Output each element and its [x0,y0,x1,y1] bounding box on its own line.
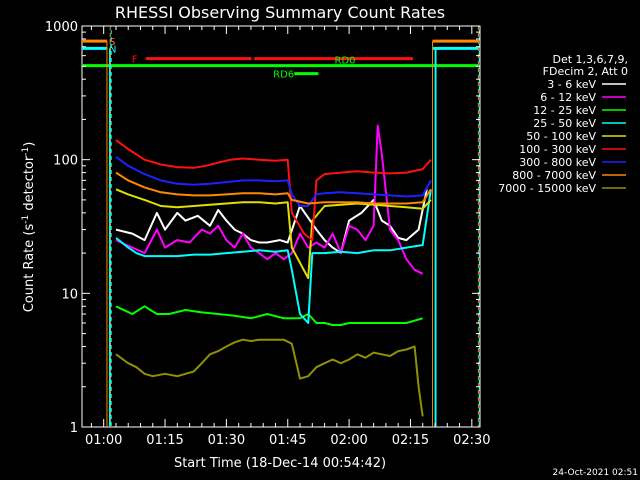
y-axis: 1 10 100 1000 [45,20,480,436]
x-axis-label: Start Time (18-Dec-14 00:54:42) [174,456,386,471]
plot-frame [81,25,481,428]
legend-label-2: 12 - 25 keV [533,104,596,117]
legend-header-0: Det 1,3,6,7,9, [552,53,628,66]
y-tick-label-0: 1 [70,421,78,436]
observing-intervals: SN F RD0 RD6 [82,37,479,81]
y-axis-label-sup2: -1 [21,147,31,156]
legend-label-4: 50 - 100 keV [526,130,596,143]
x-tick-label-4: 02:00 [330,433,367,448]
x-tick-label-6: 02:30 [453,433,490,448]
interval-label-rd6: RD6 [273,70,294,81]
x-tick-label-3: 01:45 [269,433,306,448]
interval-label-f: F [132,55,138,66]
night-boundaries [106,26,480,427]
series-line-1 [115,124,424,275]
x-axis: 01:00 01:15 01:30 01:45 02:00 02:15 02:30 [85,26,491,448]
series-line-5 [115,139,432,242]
legend-header-1: FDecim 2, Att 0 [543,65,628,78]
legend-label-3: 25 - 50 keV [533,117,596,130]
y-axis-label-part3: ) [22,142,37,147]
legend-label-1: 6 - 12 keV [540,91,596,104]
x-tick-label-5: 02:15 [392,433,429,448]
series-line-3 [115,189,432,324]
x-tick-label-0: 01:00 [85,433,122,448]
interval-label-n: N [109,44,116,55]
y-axis-label-part2: detector [22,155,37,215]
y-axis-label-part1: Count Rate (s [22,224,37,313]
legend-label-6: 300 - 800 keV [519,156,596,169]
legend-label-8: 7000 - 15000 keV [498,182,596,195]
series-line-7 [115,171,432,205]
series-line-6 [115,155,432,207]
legend-label-0: 3 - 6 keV [547,78,596,91]
y-tick-label-2: 100 [53,154,78,169]
interval-label-rd0: RD0 [335,56,356,67]
y-axis-label: Count Rate (s-1 detector-1) [21,142,37,313]
series-line-8 [115,338,424,417]
series-layer [115,124,432,417]
y-axis-label-sup1: -1 [21,215,31,224]
interval-label-s: S [109,37,115,48]
series-line-0 [115,189,428,255]
y-tick-label-3: 1000 [45,20,78,35]
x-tick-label-1: 01:15 [146,433,183,448]
legend-label-5: 100 - 300 keV [519,143,596,156]
legend-label-7: 800 - 7000 keV [512,169,596,182]
chart-title: RHESSI Observing Summary Count Rates [115,3,445,22]
legend: Det 1,3,6,7,9,FDecim 2, Att 03 - 6 keV6 … [498,53,628,195]
series-line-4 [115,188,432,280]
timestamp: 24-Oct-2021 02:51 [553,468,638,478]
y-tick-label-1: 10 [61,287,78,302]
x-tick-label-2: 01:30 [208,433,245,448]
series-line-2 [115,305,423,326]
